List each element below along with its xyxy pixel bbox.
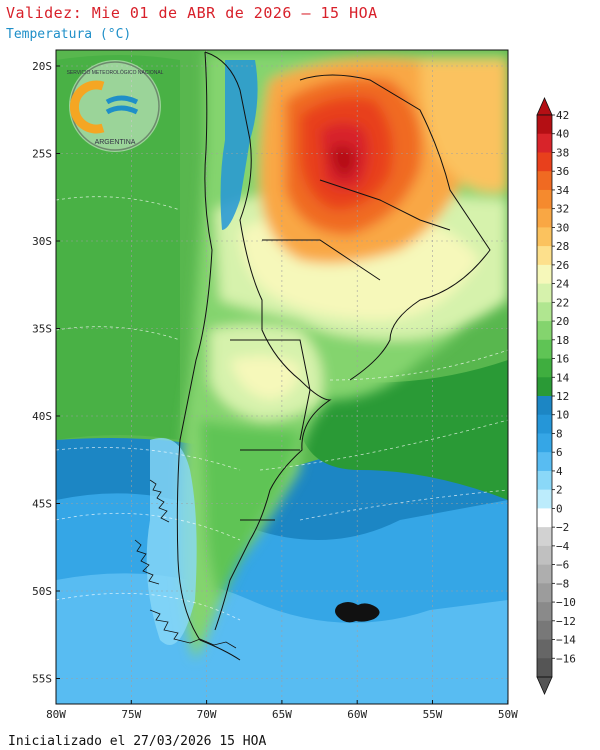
colorbar-swatch (537, 508, 552, 528)
colorbar-swatch (537, 545, 552, 565)
colorbar-label: 40 (556, 128, 569, 141)
lat-label-25S: 25S (32, 148, 52, 161)
colorbar-label: 30 (556, 221, 569, 234)
latitude-labels: 20S 25S 30S 35S 40S 45S 50S 55S (32, 60, 60, 686)
colorbar-swatch (537, 358, 552, 378)
colorbar-swatch (537, 246, 552, 266)
colorbar-swatch (537, 189, 552, 209)
falkland-islands (335, 602, 380, 623)
colorbar-swatch (537, 414, 552, 434)
colorbar-swatch (537, 171, 552, 191)
lon-label-50W: 50W (498, 708, 518, 721)
colorbar-swatch (537, 339, 552, 359)
lat-label-45S: 45S (32, 498, 52, 511)
colorbar-swatch (537, 658, 552, 678)
map-panel: SERVICIO METEOROLÓGICO NACIONAL ARGENTIN… (56, 50, 508, 704)
colorbar-swatch (537, 302, 552, 322)
lon-label-70W: 70W (197, 708, 217, 721)
colorbar-label: 28 (556, 240, 569, 253)
colorbar-swatch (537, 639, 552, 659)
colorbar-swatch (537, 133, 552, 153)
longitude-labels: 80W 75W 70W 65W 60W 55W 50W (46, 700, 518, 721)
lat-label-40S: 40S (32, 410, 52, 423)
lat-label-55S: 55S (32, 673, 52, 686)
coastline-borders (176, 51, 491, 661)
lon-label-80W: 80W (46, 708, 66, 721)
colorbar-label: 2 (556, 484, 563, 497)
colorbar-swatch (537, 433, 552, 453)
colorbar-label: 4 (556, 465, 563, 478)
colorbar-swatch (537, 115, 552, 135)
colorbar-label: −4 (556, 540, 570, 553)
colorbar-label: 24 (556, 278, 570, 291)
lat-lon-gridlines (56, 50, 508, 704)
lat-label-50S: 50S (32, 585, 52, 598)
colorbar-label: 20 (556, 315, 569, 328)
patagonia-cold-strip (146, 438, 197, 645)
colorbar-swatch (537, 602, 552, 622)
southern-chile-archipelago (134, 479, 237, 649)
colorbar-swatch (537, 452, 552, 472)
variable-subtitle: Temperatura (°C) (6, 27, 132, 42)
colorbar-top-arrow (536, 97, 553, 116)
colorbar-swatch (537, 208, 552, 228)
colorbar-label: 42 (556, 109, 569, 122)
colorbar-label: 10 (556, 409, 569, 422)
colorbar-label: 34 (556, 184, 570, 197)
validity-title: Validez: Mie 01 de ABR de 2026 — 15 HOA (6, 4, 378, 22)
colorbar-swatch (537, 321, 552, 341)
initialization-footer: Inicializado el 27/03/2026 15 HOA (8, 734, 267, 749)
colorbar-label: 26 (556, 259, 569, 272)
colorbar-label: −12 (556, 615, 576, 628)
colorbar-swatch (537, 470, 552, 490)
colorbar-swatch (537, 283, 552, 303)
colorbar-swatch (537, 583, 552, 603)
colorbar-swatch (537, 152, 552, 172)
lon-label-65W: 65W (272, 708, 292, 721)
colorbar-swatch (537, 489, 552, 509)
colorbar-label: −2 (556, 521, 569, 534)
colorbar-label: 16 (556, 353, 569, 366)
colorbar-label: 36 (556, 165, 569, 178)
lat-label-30S: 30S (32, 235, 52, 248)
colorbar-label: 32 (556, 203, 569, 216)
andes-cold-strip (220, 60, 258, 230)
logo-bottom-text: ARGENTINA (95, 139, 136, 146)
colorbar-label: 0 (556, 502, 563, 515)
temperature-colorbar: 424038363432302826242220181614121086420−… (536, 97, 576, 695)
lon-label-75W: 75W (121, 708, 141, 721)
colorbar-swatch (537, 396, 552, 416)
colorbar-label: −8 (556, 577, 569, 590)
colorbar-label: 38 (556, 146, 569, 159)
colorbar-swatch (537, 264, 552, 284)
colorbar-swatch (537, 377, 552, 397)
colorbar-label: 14 (556, 371, 570, 384)
logo-top-text: SERVICIO METEOROLÓGICO NACIONAL (67, 69, 164, 76)
smn-logo: SERVICIO METEOROLÓGICO NACIONAL ARGENTIN… (67, 60, 164, 152)
colorbar-swatch (537, 527, 552, 547)
colorbar-label: −6 (556, 559, 569, 572)
lon-label-60W: 60W (347, 708, 367, 721)
colorbar-label: −10 (556, 596, 576, 609)
colorbar-label: 18 (556, 334, 569, 347)
colorbar-label: −16 (556, 652, 576, 665)
pacific-green-band (56, 55, 180, 440)
colorbar-label: −14 (556, 634, 576, 647)
colorbar-bottom-arrow (536, 676, 553, 695)
colorbar-swatch (537, 620, 552, 640)
colorbar-swatch (537, 564, 552, 584)
colorbar-label: 8 (556, 427, 563, 440)
colorbar-label: 6 (556, 446, 563, 459)
colorbar-swatch (537, 227, 552, 247)
lat-label-20S: 20S (32, 60, 52, 73)
colorbar-label: 12 (556, 390, 569, 403)
lat-label-35S: 35S (32, 323, 52, 336)
colorbar-label: 22 (556, 296, 569, 309)
lon-label-55W: 55W (423, 708, 443, 721)
